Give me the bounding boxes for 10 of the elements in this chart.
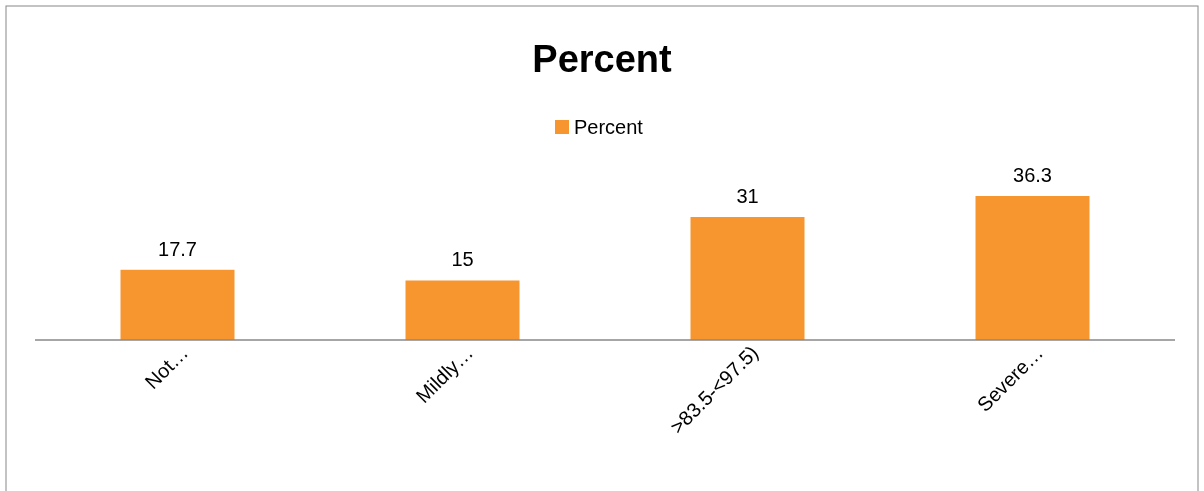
data-label: 17.7	[158, 237, 197, 260]
bar	[120, 269, 235, 340]
data-label: 36.3	[1013, 164, 1052, 186]
legend-label: Percent	[574, 116, 644, 138]
bar	[975, 196, 1090, 340]
bar	[690, 217, 805, 340]
chart-title: Percent	[532, 38, 673, 80]
bar	[405, 280, 520, 340]
data-label: 31	[736, 185, 759, 208]
data-label: 15	[451, 248, 474, 271]
